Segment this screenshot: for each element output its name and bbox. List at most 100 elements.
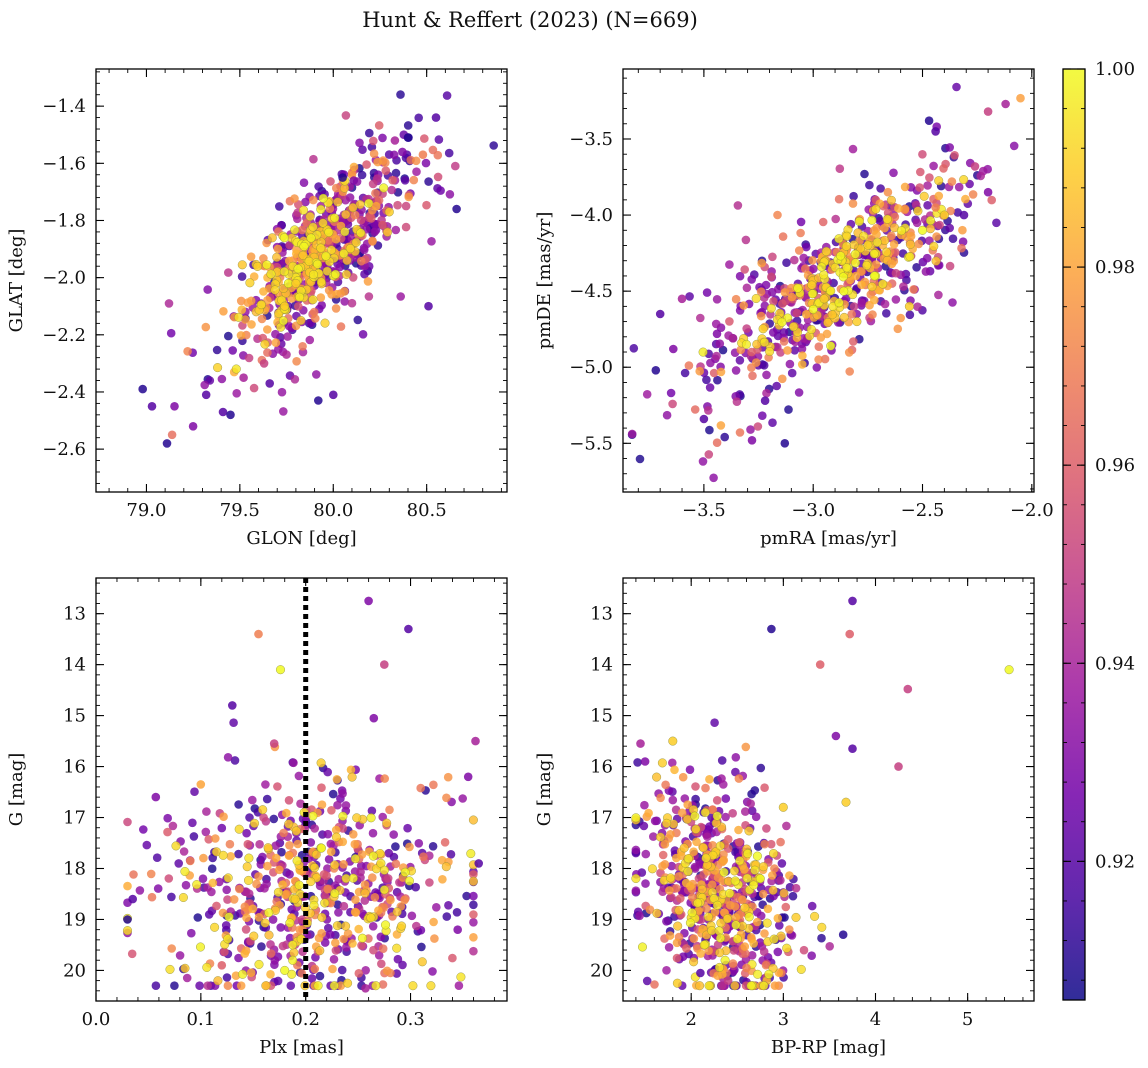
scatter-point bbox=[151, 981, 161, 990]
scatter-point bbox=[226, 410, 235, 420]
scatter-point bbox=[331, 832, 341, 842]
scatter-point bbox=[918, 150, 927, 159]
scatter-point bbox=[732, 934, 742, 944]
scatter-point bbox=[174, 859, 183, 868]
y-tick-label: 19 bbox=[590, 909, 613, 930]
scatter-point bbox=[968, 190, 978, 199]
scatter-point bbox=[913, 302, 922, 312]
scatter-point bbox=[987, 195, 996, 205]
scatter-point bbox=[192, 880, 202, 890]
scatter-point bbox=[276, 923, 286, 932]
scatter-point bbox=[212, 345, 222, 355]
scatter-point bbox=[740, 942, 750, 951]
scatter-point bbox=[734, 774, 744, 783]
scatter-point bbox=[256, 860, 266, 869]
scatter-point bbox=[273, 887, 283, 897]
scatter-point bbox=[261, 780, 270, 789]
scatter-point bbox=[842, 263, 852, 273]
scatter-point bbox=[954, 182, 964, 192]
scatter-point bbox=[291, 278, 301, 288]
scatter-point bbox=[631, 845, 641, 855]
scatter-point bbox=[244, 889, 254, 898]
scatter-point bbox=[316, 277, 326, 287]
scatter-point bbox=[362, 160, 371, 169]
scatter-point bbox=[434, 135, 444, 144]
scatter-point bbox=[146, 869, 156, 879]
scatter-point bbox=[257, 314, 267, 324]
x-tick-label: −3.5 bbox=[682, 500, 726, 521]
scatter-point bbox=[252, 261, 262, 271]
scatter-point bbox=[262, 794, 272, 804]
scatter-point bbox=[778, 299, 787, 308]
scatter-point bbox=[712, 811, 722, 821]
scatter-point bbox=[636, 739, 645, 748]
scatter-point bbox=[288, 955, 298, 965]
scatter-point bbox=[183, 347, 192, 356]
scatter-point bbox=[689, 934, 699, 943]
scatter-point bbox=[266, 940, 275, 949]
scatter-point bbox=[834, 298, 844, 308]
scatter-point bbox=[298, 342, 307, 351]
scatter-point bbox=[278, 316, 288, 326]
x-tick-label: 0.1 bbox=[187, 1009, 216, 1030]
scatter-point bbox=[741, 742, 751, 752]
scatter-point bbox=[438, 875, 447, 884]
scatter-point bbox=[651, 366, 661, 375]
scatter-point bbox=[338, 789, 347, 798]
scatter-point bbox=[650, 980, 659, 989]
scatter-point bbox=[756, 287, 766, 297]
scatter-point bbox=[709, 473, 718, 483]
scatter-point bbox=[701, 853, 711, 863]
scatter-point bbox=[201, 827, 211, 837]
scatter-point bbox=[668, 758, 677, 768]
scatter-point bbox=[268, 915, 278, 924]
scatter-point bbox=[411, 882, 421, 892]
scatter-point bbox=[642, 976, 652, 986]
scatter-point bbox=[201, 390, 211, 400]
scatter-point bbox=[463, 772, 473, 782]
scatter-point bbox=[276, 665, 286, 675]
scatter-point bbox=[796, 228, 805, 238]
scatter-point bbox=[436, 186, 445, 195]
scatter-point bbox=[260, 339, 270, 349]
scatter-point bbox=[333, 800, 342, 810]
scatter-point bbox=[810, 911, 820, 921]
scatter-point bbox=[425, 878, 434, 887]
scatter-point bbox=[207, 864, 217, 873]
scatter-point bbox=[797, 360, 807, 369]
scatter-point bbox=[919, 191, 929, 201]
scatter-point bbox=[361, 984, 370, 993]
scatter-point bbox=[958, 237, 968, 246]
scatter-point bbox=[658, 850, 668, 860]
y-tick-label: −1.6 bbox=[42, 153, 86, 174]
scatter-point bbox=[347, 298, 357, 308]
scatter-point bbox=[239, 373, 248, 383]
x-tick-label: 79.5 bbox=[220, 500, 260, 521]
scatter-point bbox=[417, 942, 426, 952]
scatter-point bbox=[350, 839, 360, 849]
scatter-point bbox=[672, 978, 682, 988]
scatter-point bbox=[387, 185, 397, 195]
scatter-point bbox=[451, 161, 460, 171]
scatter-point bbox=[865, 180, 874, 190]
scatter-point bbox=[295, 925, 305, 934]
scatter-point bbox=[369, 945, 378, 955]
scatter-point bbox=[308, 222, 318, 232]
scatter-point bbox=[835, 164, 845, 173]
y-axis-label: pmDE [mas/yr] bbox=[534, 212, 555, 350]
scatter-point bbox=[341, 111, 351, 120]
scatter-point bbox=[339, 901, 349, 911]
scatter-point bbox=[245, 813, 254, 822]
scatter-point bbox=[662, 410, 672, 420]
x-tick-label: −3.0 bbox=[791, 500, 835, 521]
y-tick-label: −2.6 bbox=[42, 439, 86, 460]
scatter-point bbox=[674, 872, 683, 881]
scatter-point bbox=[766, 303, 776, 313]
scatter-point bbox=[767, 272, 776, 282]
scatter-point bbox=[238, 969, 248, 979]
scatter-point bbox=[328, 964, 337, 974]
scatter-point bbox=[383, 227, 393, 237]
scatter-point bbox=[767, 624, 776, 634]
x-tick-label: 4 bbox=[870, 1009, 881, 1030]
scatter-point bbox=[294, 302, 303, 311]
